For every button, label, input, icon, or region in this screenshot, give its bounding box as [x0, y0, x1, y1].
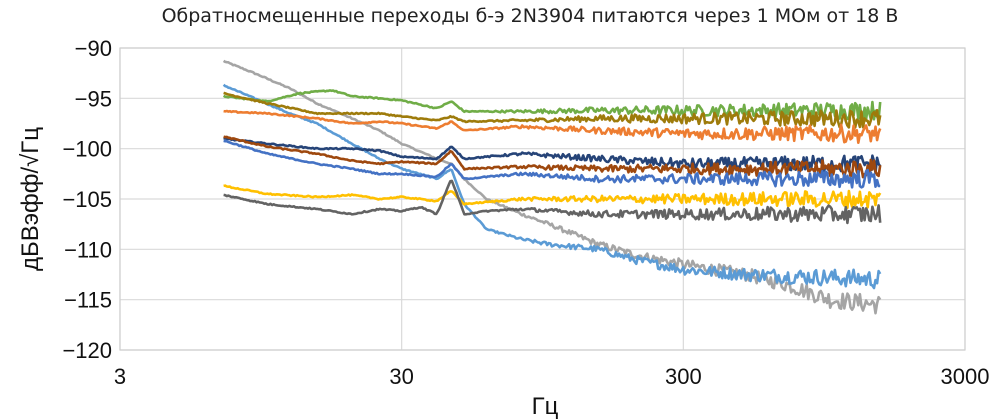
series-line-9: [223, 184, 882, 210]
series-line-10: [223, 179, 882, 225]
x-tick-label: 300: [665, 364, 702, 389]
series-group: [222, 59, 882, 315]
y-axis-label: дБВэфф/√Гц: [17, 127, 44, 271]
series-line-5: [223, 109, 882, 144]
y-tick-label: −110: [64, 237, 112, 262]
series-line-4: [223, 91, 882, 129]
y-tick-label: −105: [62, 187, 112, 212]
x-tick-label: 3000: [941, 364, 990, 389]
series-line-7: [223, 135, 882, 179]
y-tick-label: −90: [75, 36, 112, 61]
series-line-8: [223, 139, 881, 189]
series-line-3: [222, 89, 882, 121]
plot-frame: [119, 47, 966, 351]
y-tick-label: −95: [75, 86, 112, 111]
x-tick-label: 30: [389, 364, 413, 389]
series-line-1: [222, 59, 882, 315]
y-tick-label: −100: [62, 137, 112, 162]
y-tick-label: −115: [64, 288, 112, 313]
y-tick-label: −120: [62, 338, 112, 363]
chart-title: Обратносмещенные переходы б-э 2N3904 пит…: [162, 5, 899, 27]
series-line-2: [222, 83, 882, 290]
x-axis-label: Гц: [532, 393, 559, 420]
x-tick-label: 3: [114, 364, 126, 389]
